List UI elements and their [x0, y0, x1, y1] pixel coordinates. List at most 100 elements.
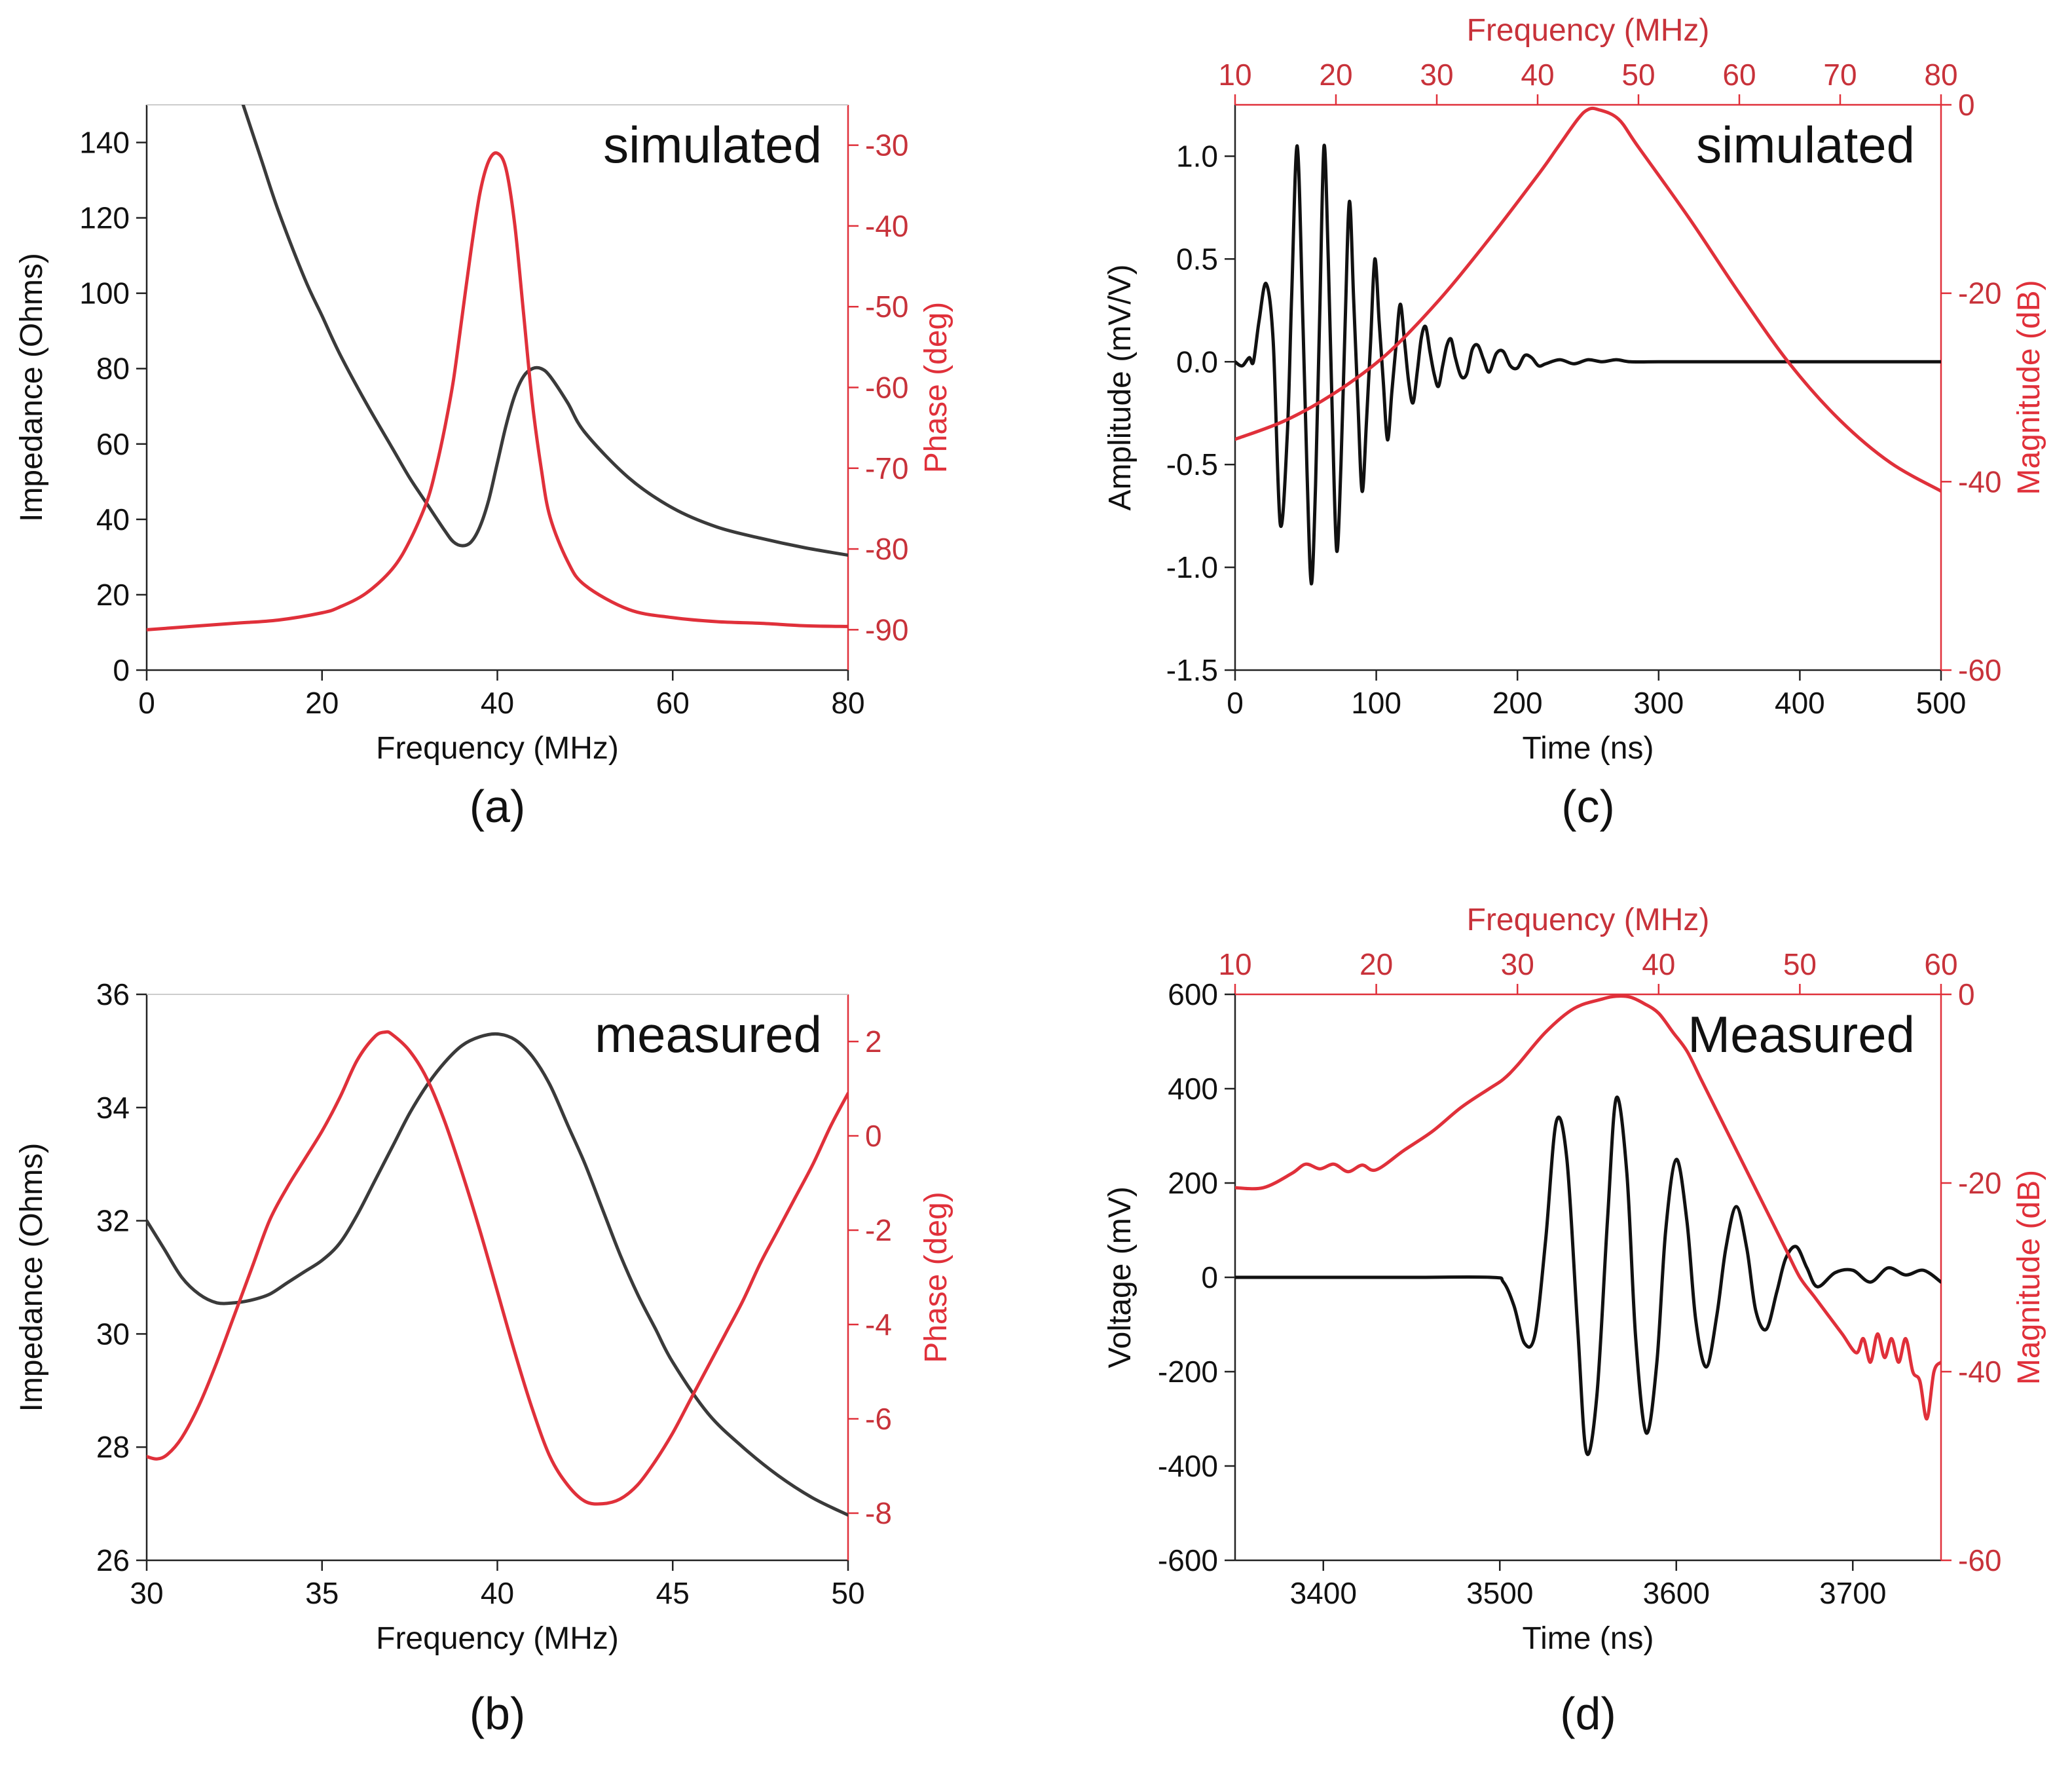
x-tick-label: 45 [656, 1576, 690, 1610]
y-tick-label-left: 28 [96, 1430, 130, 1464]
y-tick-label-right: 0 [1958, 88, 1975, 122]
panel-label: (a) [470, 781, 526, 832]
y-tick-label-left: 140 [79, 126, 130, 160]
y-axis-left-title: Impedance (Ohms) [14, 253, 49, 522]
x-top-tick-label: 10 [1218, 947, 1251, 981]
x-top-tick-label: 40 [1642, 947, 1675, 981]
series-line-spectrum [1235, 106, 1941, 493]
y-tick-label-right: -60 [865, 371, 908, 405]
x-tick-label: 200 [1492, 686, 1543, 720]
x-tick-label: 35 [305, 1576, 339, 1610]
series-line-received-signal [1235, 1095, 1941, 1456]
y-axis-left-title: Impedance (Ohms) [14, 1143, 49, 1412]
x-axis-title: Time (ns) [1523, 1621, 1654, 1656]
x-tick-label: 80 [831, 686, 864, 720]
chart-panel-c: 0 100 200 300 400 500 10 20 30 40 50 60 70 80 -1.5 -1.0… [1103, 13, 2046, 832]
x-tick-label: 40 [481, 686, 514, 720]
series-line-spectrum [1235, 994, 1941, 1421]
panel-annotation: simulated [1696, 116, 1915, 174]
y-tick-label-left: 80 [96, 352, 130, 386]
y-tick-label-left: 30 [96, 1317, 130, 1351]
x-axis-title: Frequency (MHz) [376, 731, 619, 766]
y-tick-label-right: -90 [865, 612, 908, 647]
y-tick-label-left: 600 [1168, 977, 1218, 1011]
y-tick-label-left: 120 [79, 201, 130, 235]
x-tick-label: 30 [130, 1576, 163, 1610]
y-tick-label-left: -200 [1158, 1355, 1218, 1389]
y-tick-label-left: 100 [79, 276, 130, 310]
panel-annotation: Measured [1688, 1005, 1915, 1063]
x-tick-label: 3400 [1290, 1576, 1357, 1610]
x-tick-label: 60 [656, 686, 690, 720]
series-line-impedance [147, 1032, 848, 1517]
x-top-tick-label: 30 [1501, 947, 1534, 981]
panel-annotation: simulated [603, 116, 822, 174]
y-tick-label-right: -40 [1958, 464, 2001, 498]
y-tick-label-left: 0 [1201, 1260, 1218, 1294]
panel-label: (b) [470, 1688, 526, 1739]
y-tick-label-right: -6 [865, 1402, 892, 1436]
x-axis-title: Frequency (MHz) [376, 1621, 619, 1656]
y-axis-right-title: Phase (deg) [919, 1192, 953, 1363]
x-tick-label: 20 [305, 686, 339, 720]
x-tick-label: 40 [481, 1576, 514, 1610]
y-tick-label-left: -600 [1158, 1543, 1218, 1577]
y-tick-label-left: 32 [96, 1204, 130, 1238]
x-top-tick-label: 20 [1319, 58, 1352, 92]
plot-area [147, 1030, 848, 1517]
x-tick-label: 3500 [1466, 1576, 1533, 1610]
y-tick-label-right: -30 [865, 128, 908, 162]
series-line-time-domain-pulse [1235, 143, 1941, 586]
series-line-phase [147, 1030, 848, 1506]
x-tick-label: 0 [1227, 686, 1244, 720]
panel-annotation: measured [595, 1005, 822, 1063]
x-top-tick-label: 60 [1722, 58, 1756, 92]
x-axis-top-title: Frequency (MHz) [1467, 903, 1710, 937]
y-tick-label-right: -50 [865, 290, 908, 324]
series-line-impedance [241, 105, 848, 557]
y-tick-label-left: 40 [96, 502, 130, 536]
y-tick-label-right: -40 [865, 209, 908, 243]
x-top-tick-label: 50 [1621, 58, 1655, 92]
y-tick-label-left: 20 [96, 578, 130, 612]
x-top-tick-label: 30 [1420, 58, 1453, 92]
x-top-tick-label: 50 [1783, 947, 1817, 981]
y-tick-label-left: 34 [96, 1091, 130, 1125]
x-tick-label: 400 [1775, 686, 1825, 720]
y-tick-label-left: -400 [1158, 1449, 1218, 1483]
x-top-tick-label: 20 [1360, 947, 1393, 981]
x-tick-label: 100 [1351, 686, 1401, 720]
y-tick-label-left: 1.0 [1176, 139, 1218, 173]
y-tick-label-left: 0.5 [1176, 242, 1218, 276]
panel-label: (d) [1560, 1688, 1616, 1739]
y-tick-label-right: -8 [865, 1496, 892, 1530]
panel-label: (c) [1561, 781, 1615, 832]
x-axis-top-title: Frequency (MHz) [1467, 13, 1710, 48]
y-tick-label-right: -80 [865, 532, 908, 566]
x-top-tick-label: 40 [1521, 58, 1554, 92]
y-tick-label-right: -20 [1958, 1166, 2001, 1200]
y-tick-label-right: 0 [1958, 977, 1975, 1011]
y-tick-label-right: -60 [1958, 1543, 2001, 1577]
y-tick-label-left: 400 [1168, 1072, 1218, 1106]
x-tick-label: 300 [1633, 686, 1684, 720]
chart-panel-a: 0 20 40 60 80 0 20 40 60 80 100 120 140 -90 -80 -70 -60 -… [14, 104, 953, 832]
x-top-tick-label: 80 [1924, 58, 1957, 92]
y-tick-label-right: -40 [1958, 1355, 2001, 1389]
y-tick-label-right: -70 [865, 451, 908, 485]
y-tick-label-right: 0 [865, 1119, 882, 1153]
y-tick-label-left: 60 [96, 427, 130, 461]
y-tick-label-left: -1.0 [1166, 550, 1218, 584]
y-tick-label-right: -60 [1958, 653, 2001, 687]
y-axis-right-title: Magnitude (dB) [2012, 1170, 2046, 1385]
x-tick-label: 0 [138, 686, 155, 720]
x-tick-label: 3700 [1819, 1576, 1886, 1610]
x-top-tick-label: 60 [1924, 947, 1957, 981]
y-tick-label-left: 0 [113, 653, 130, 687]
y-tick-label-right: -20 [1958, 276, 2001, 310]
x-tick-label: 50 [831, 1576, 864, 1610]
plot-area [147, 105, 848, 631]
x-tick-label: 500 [1916, 686, 1967, 720]
